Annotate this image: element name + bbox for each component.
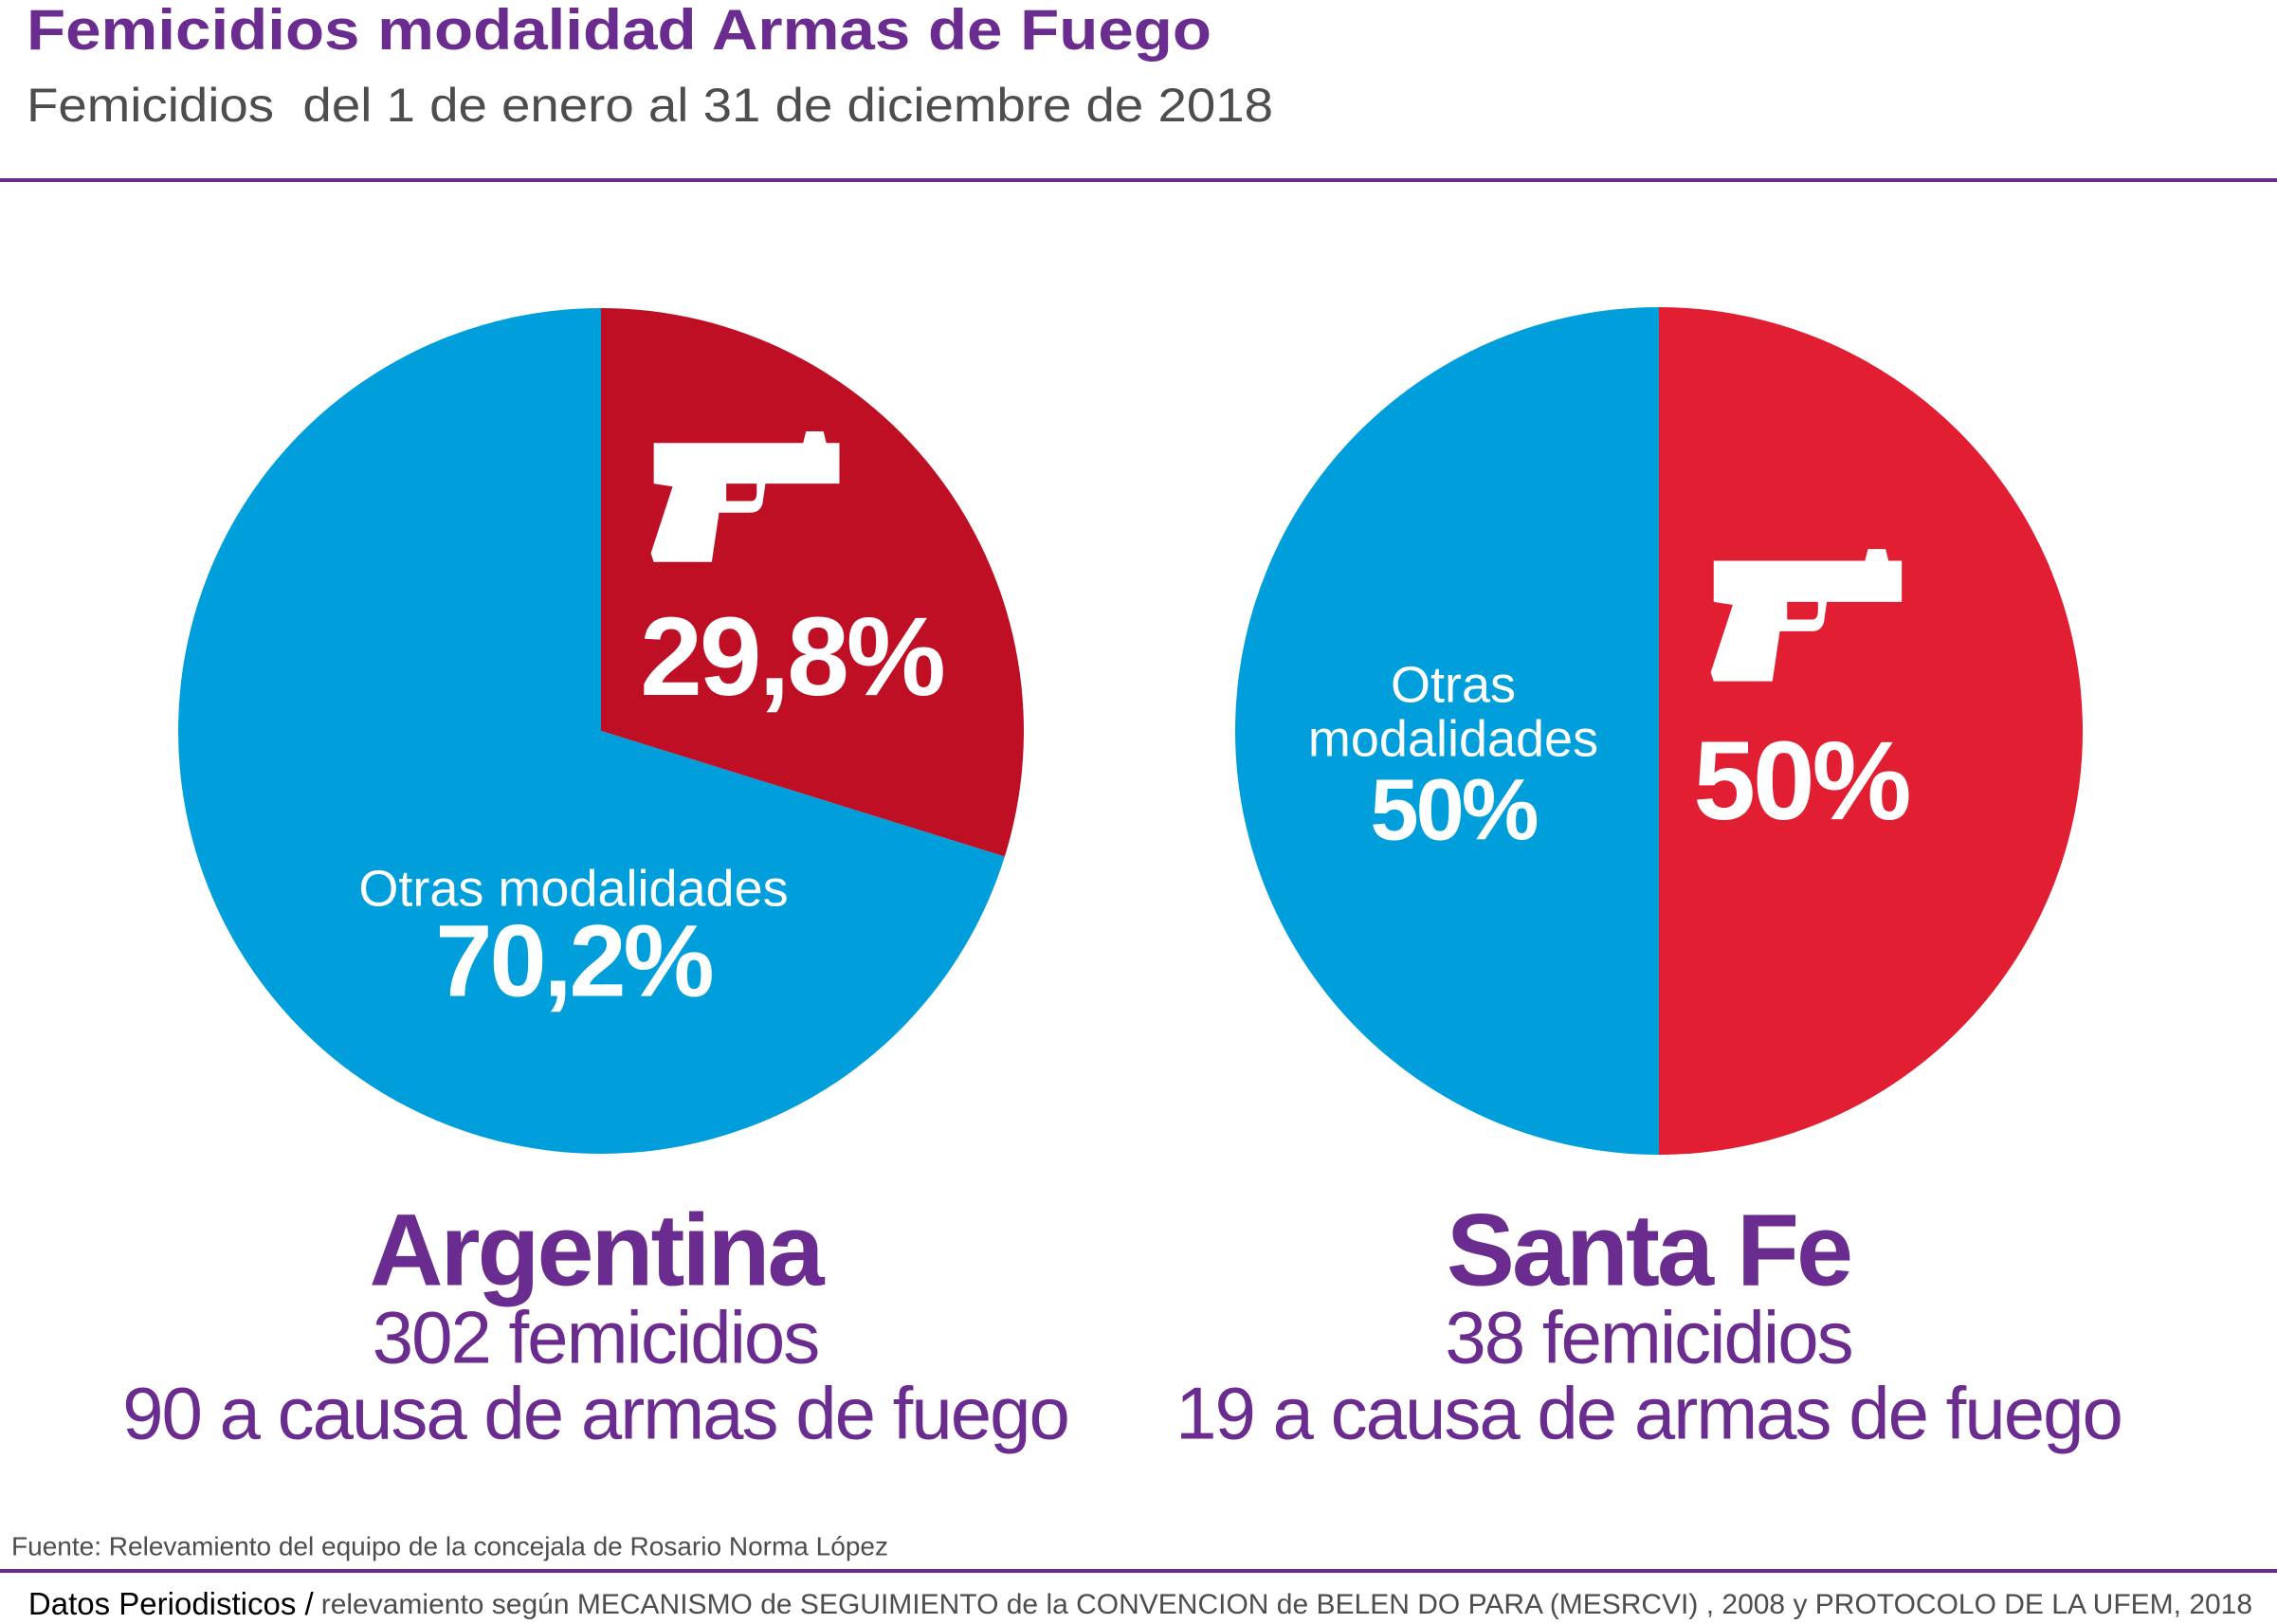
value-label: 29,8% [640, 594, 946, 721]
value-label: 50% [1370, 761, 1539, 859]
gun-icon [1710, 549, 1903, 682]
footer-text: relevamiento según MECANISMO de SEGUIMIE… [321, 1589, 2252, 1620]
subtitle: Femicidios del 1 de enero al 31 de dicie… [27, 79, 1273, 132]
source: Fuente: Relevamiento del equipo de la co… [11, 1531, 888, 1560]
chart-subtitle: 19 a causa de armas de fuego [1175, 1372, 2122, 1455]
chart-subtitle: 90 a causa de armas de fuego [122, 1372, 1068, 1455]
gun-icon [650, 431, 840, 562]
footer-brand: Datos Periodisticos / [28, 1586, 315, 1621]
pie-slice [178, 308, 1005, 1155]
chart-title: Santa Fe [1447, 1193, 1850, 1307]
pie-slice [1659, 307, 2083, 1155]
slice-label: Otras modalidades [1307, 656, 1599, 767]
slice-label: Otras modalidades [358, 860, 789, 918]
chart-title: Argentina [369, 1193, 825, 1307]
chart-subtitle: 302 femicidios [373, 1296, 819, 1379]
footer: Datos Periodisticos / relevamiento según … [28, 1586, 2252, 1621]
chart-subtitle: 38 femicidios [1445, 1296, 1851, 1379]
value-label: 70,2% [435, 903, 714, 1018]
pie-slice [1235, 307, 1659, 1155]
value-label: 50% [1693, 719, 1911, 845]
title: Femicidios modalidad Armas de Fuego [27, 0, 1211, 62]
